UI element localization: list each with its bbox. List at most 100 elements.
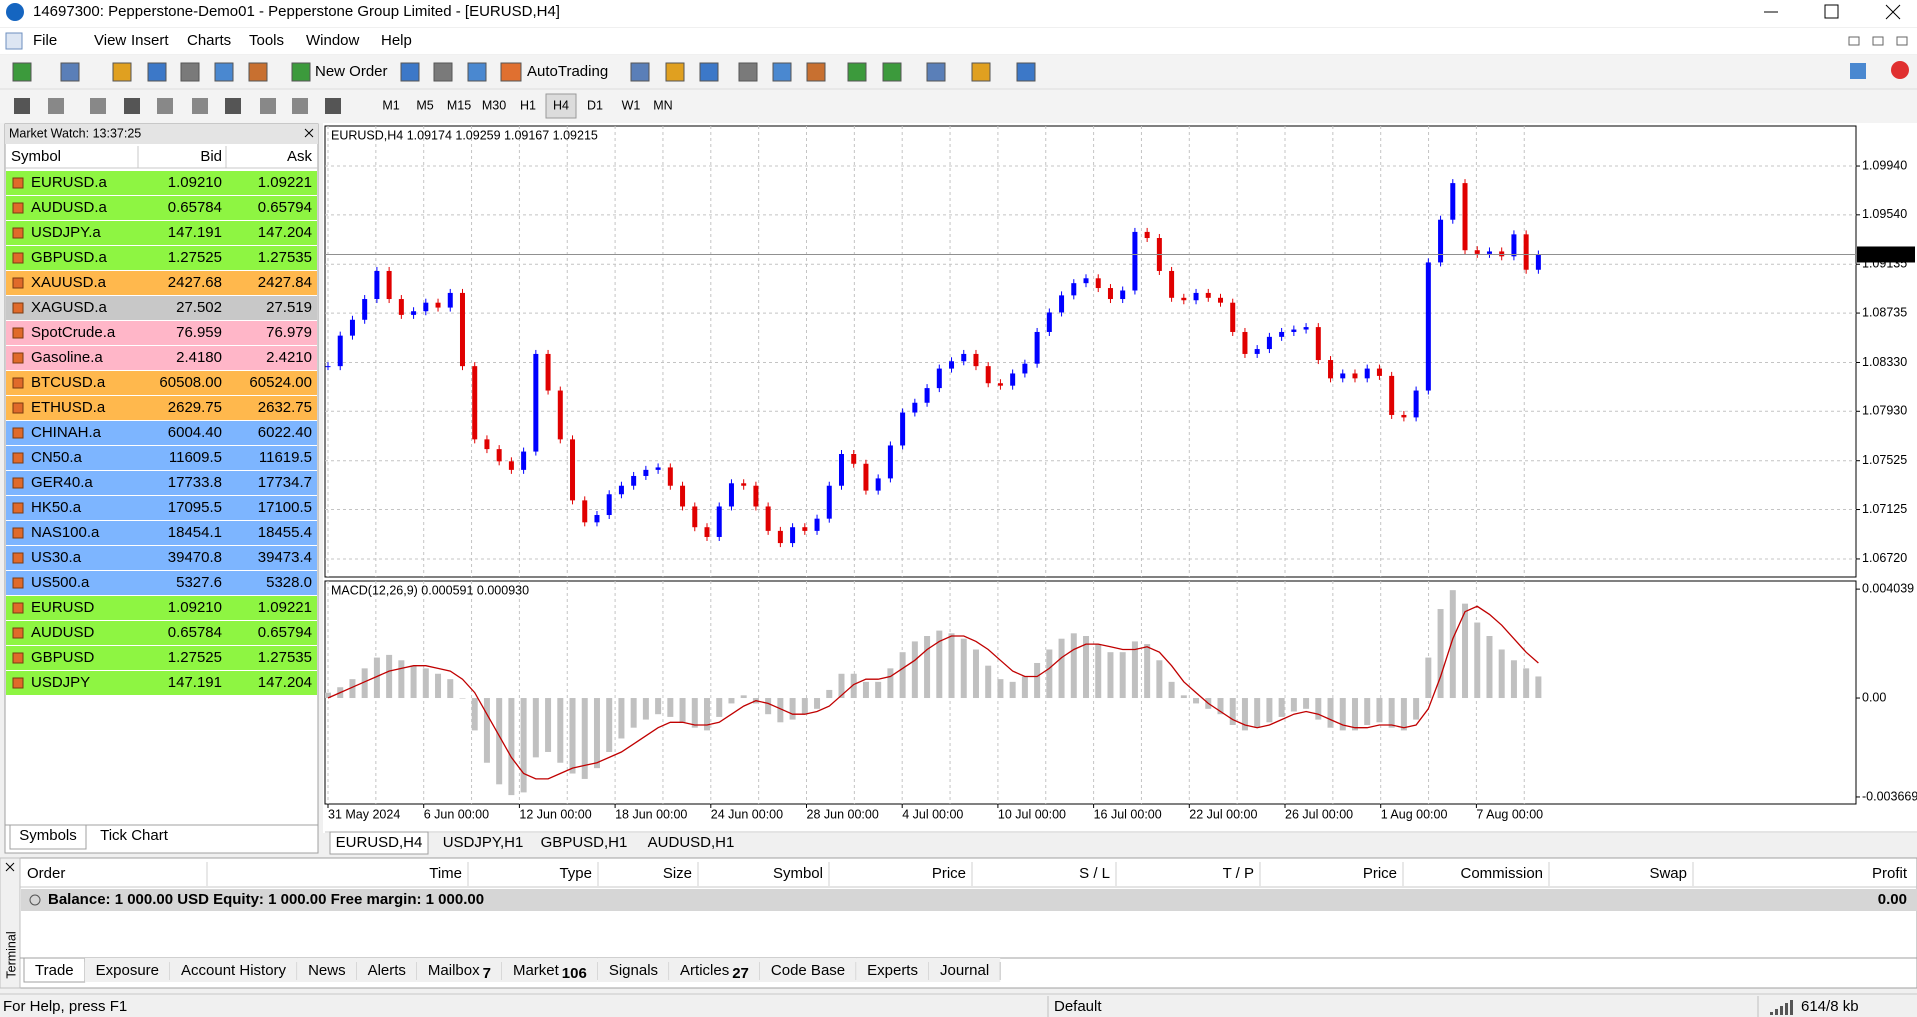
timeframe-button[interactable]: MN bbox=[653, 98, 672, 112]
toolbar-icon[interactable] bbox=[847, 62, 867, 82]
toolbar-icon[interactable] bbox=[1016, 62, 1036, 82]
quote-row[interactable] bbox=[6, 671, 317, 695]
quote-row[interactable] bbox=[6, 546, 317, 570]
search-icon[interactable] bbox=[1850, 63, 1866, 79]
quote-row[interactable] bbox=[6, 171, 317, 195]
quote-row[interactable] bbox=[6, 446, 317, 470]
terminal-tab-label[interactable]: Code Base bbox=[771, 962, 845, 979]
panel-tab[interactable]: Symbols bbox=[19, 827, 77, 844]
quote-row[interactable] bbox=[6, 621, 317, 645]
mdi-button[interactable] bbox=[1848, 36, 1860, 46]
chart-tab[interactable]: AUDUSD,H1 bbox=[648, 834, 735, 851]
menu-item[interactable]: View bbox=[94, 32, 126, 49]
terminal-tab[interactable] bbox=[416, 958, 502, 982]
terminal-tab[interactable] bbox=[856, 958, 929, 982]
toolbar-icon[interactable] bbox=[433, 62, 453, 82]
terminal-tab[interactable] bbox=[170, 958, 298, 982]
terminal-tab[interactable] bbox=[84, 958, 171, 982]
tab-active[interactable] bbox=[9, 824, 87, 850]
terminal-tab-label[interactable]: News bbox=[308, 962, 346, 979]
toolbar-icon[interactable] bbox=[60, 62, 80, 82]
terminal-tab[interactable] bbox=[297, 958, 357, 982]
chart-tab-active[interactable] bbox=[329, 831, 429, 855]
quote-row[interactable] bbox=[6, 371, 317, 395]
panel-tab[interactable]: Tick Chart bbox=[100, 827, 169, 844]
drawing-tool[interactable] bbox=[157, 98, 173, 114]
terminal-tab-label[interactable]: Signals bbox=[609, 962, 658, 979]
new-order-button[interactable]: New Order bbox=[315, 63, 388, 80]
terminal-tab[interactable] bbox=[356, 958, 417, 982]
chart-tab[interactable]: USDJPY,H1 bbox=[443, 834, 524, 851]
quote-row[interactable] bbox=[6, 496, 317, 520]
terminal-tab-label[interactable]: Account History bbox=[181, 962, 287, 979]
toolbar-icon[interactable] bbox=[630, 62, 650, 82]
timeframe-button[interactable]: D1 bbox=[587, 98, 603, 112]
menu-item[interactable]: Help bbox=[381, 32, 412, 49]
maximize-button[interactable] bbox=[1824, 4, 1839, 19]
terminal-tab-label[interactable]: Market bbox=[513, 962, 560, 979]
new-order-icon[interactable] bbox=[291, 62, 311, 82]
terminal-tab-label[interactable]: Articles bbox=[680, 962, 729, 979]
quote-row[interactable] bbox=[6, 471, 317, 495]
drawing-tool[interactable] bbox=[292, 98, 308, 114]
terminal-tab-active[interactable] bbox=[23, 957, 86, 983]
terminal-tab[interactable] bbox=[669, 958, 760, 982]
drawing-tool[interactable] bbox=[48, 98, 64, 114]
toolbar-icon[interactable] bbox=[467, 62, 487, 82]
terminal-tab-label[interactable]: Alerts bbox=[368, 962, 406, 979]
menu-item[interactable]: Insert bbox=[131, 32, 169, 49]
drawing-tool[interactable] bbox=[192, 98, 208, 114]
toolbar-icon[interactable] bbox=[738, 62, 758, 82]
drawing-tool[interactable] bbox=[225, 98, 241, 114]
toolbar-icon[interactable] bbox=[699, 62, 719, 82]
toolbar-icon[interactable] bbox=[806, 62, 826, 82]
toolbar-icon[interactable] bbox=[400, 62, 420, 82]
auto-trading-icon[interactable] bbox=[500, 62, 522, 82]
menu-item[interactable]: Charts bbox=[187, 32, 231, 49]
chart-tab[interactable]: GBPUSD,H1 bbox=[541, 834, 628, 851]
drawing-tool[interactable] bbox=[14, 98, 30, 114]
terminal-tab[interactable] bbox=[759, 958, 857, 982]
terminal-tab[interactable] bbox=[501, 958, 598, 982]
toolbar-icon[interactable] bbox=[112, 62, 132, 82]
quote-row[interactable] bbox=[6, 571, 317, 595]
menu-item[interactable]: Window bbox=[306, 32, 360, 49]
quote-row[interactable] bbox=[6, 296, 317, 320]
toolbar-icon[interactable] bbox=[882, 62, 902, 82]
quote-row[interactable] bbox=[6, 596, 317, 620]
quote-row[interactable] bbox=[6, 221, 317, 245]
terminal-tab-label[interactable]: Trade bbox=[35, 962, 74, 979]
quote-row[interactable] bbox=[6, 646, 317, 670]
chart-tab[interactable]: EURUSD,H4 bbox=[336, 834, 423, 851]
toolbar-icon[interactable] bbox=[248, 62, 268, 82]
terminal-tab-label[interactable]: Experts bbox=[867, 962, 918, 979]
toolbar-icon[interactable] bbox=[772, 62, 792, 82]
toolbar-icon[interactable] bbox=[971, 62, 991, 82]
terminal-tab[interactable] bbox=[928, 958, 1001, 982]
timeframe-button[interactable]: M1 bbox=[382, 98, 399, 112]
drawing-tool[interactable] bbox=[260, 98, 276, 114]
terminal-tab[interactable] bbox=[597, 958, 670, 982]
terminal-tab-label[interactable]: Journal bbox=[940, 962, 989, 979]
toolbar-icon[interactable] bbox=[12, 62, 32, 82]
quote-row[interactable] bbox=[6, 196, 317, 220]
quote-row[interactable] bbox=[6, 346, 317, 370]
quote-row[interactable] bbox=[6, 421, 317, 445]
timeframe-button[interactable]: M15 bbox=[447, 98, 471, 112]
terminal-tab-label[interactable]: Exposure bbox=[96, 962, 159, 979]
menu-item[interactable]: Tools bbox=[249, 32, 284, 49]
quote-row[interactable] bbox=[6, 321, 317, 345]
mdi-button[interactable] bbox=[1896, 36, 1908, 46]
quote-row[interactable] bbox=[6, 521, 317, 545]
timeframe-button[interactable]: H1 bbox=[520, 98, 536, 112]
mdi-button[interactable] bbox=[1872, 36, 1884, 46]
terminal-tab-label[interactable]: Mailbox bbox=[428, 962, 480, 979]
quote-row[interactable] bbox=[6, 246, 317, 270]
toolbar-icon[interactable] bbox=[180, 62, 200, 82]
timeframe-button[interactable]: M30 bbox=[482, 98, 506, 112]
menu-item[interactable]: File bbox=[33, 32, 57, 49]
auto-trading-button[interactable]: AutoTrading bbox=[527, 63, 608, 80]
drawing-tool[interactable] bbox=[90, 98, 106, 114]
timeframe-button[interactable]: M5 bbox=[416, 98, 433, 112]
toolbar-icon[interactable] bbox=[926, 62, 946, 82]
